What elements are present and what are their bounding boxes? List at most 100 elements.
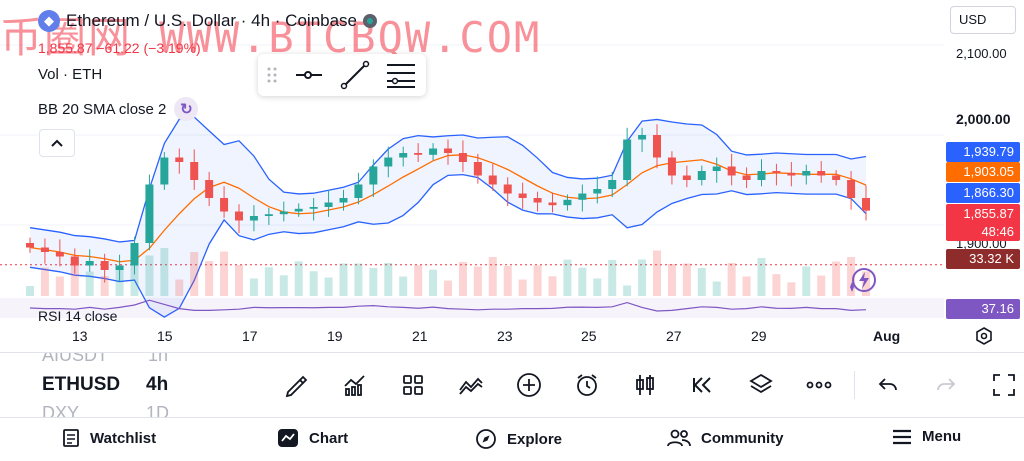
lightning-icon[interactable] [846, 267, 878, 295]
candle-body [369, 166, 378, 185]
undo-icon[interactable] [872, 369, 904, 401]
horizontal-ray-icon[interactable] [286, 54, 332, 96]
volume-bar [563, 259, 572, 296]
fib-levels-icon[interactable] [378, 54, 424, 96]
bb-upper-line [29, 116, 867, 243]
active-symbol[interactable]: ETHUSD [42, 374, 121, 395]
symbol-name: AIUSDT [42, 353, 109, 365]
chart-area[interactable]: 币圈网 WWW.BTCBQW.COM ◆ Ethereum / U.S. Dol… [0, 0, 1024, 352]
nav-community[interactable]: Community [667, 428, 784, 448]
volume-bar [847, 257, 856, 296]
candle-body [100, 261, 109, 270]
candle-body [667, 157, 676, 176]
time-tick: 19 [327, 328, 343, 344]
candle-body [205, 180, 214, 198]
volume-bar [115, 266, 124, 296]
volume-legend[interactable]: Vol · ETH [38, 66, 103, 83]
volume-bar [160, 248, 169, 296]
volume-bar [26, 286, 34, 296]
candle-body [55, 252, 64, 257]
volume-bar [772, 274, 781, 296]
chevron-up-icon [51, 139, 63, 147]
layers-icon[interactable] [745, 369, 777, 401]
volume-bar [339, 263, 348, 296]
volume-bar [294, 261, 303, 296]
alert-icon[interactable] [571, 369, 603, 401]
candle-body [399, 153, 408, 158]
nav-menu[interactable]: Menu [892, 428, 961, 445]
replay-icon[interactable] [687, 369, 719, 401]
nav-explore[interactable]: Explore [475, 428, 562, 450]
interval-item[interactable]: 1D [146, 403, 170, 417]
price-tick: 2,000.00 [956, 111, 1011, 127]
nav-watchlist[interactable]: Watchlist [62, 428, 156, 448]
currency-select[interactable]: USD [950, 6, 1016, 34]
nav-chart[interactable]: Chart [277, 428, 348, 448]
volume-bar [40, 267, 49, 296]
candle-body [772, 171, 781, 173]
toolbar-divider [854, 371, 855, 399]
volume-bar [742, 276, 751, 296]
nav-label: Explore [507, 430, 563, 448]
time-tick: 17 [242, 328, 258, 344]
candle-body [458, 153, 467, 162]
volume-bar [578, 267, 587, 296]
candle-body [473, 162, 482, 176]
price-tick: 2,100.00 [956, 46, 1007, 61]
volume-tag: 33.32 K [946, 249, 1020, 269]
indicators-icon[interactable] [339, 369, 371, 401]
fullscreen-icon[interactable] [988, 369, 1020, 401]
candles-icon[interactable] [629, 369, 661, 401]
time-tick: 21 [412, 328, 428, 344]
symbol-item[interactable]: DXY [42, 403, 80, 417]
volume-bar [593, 278, 602, 296]
time-axis[interactable]: 13 15 17 19 21 23 25 27 29 Aug [0, 322, 1024, 352]
nav-label: Community [701, 429, 784, 447]
bollinger-label: BB 20 SMA close 2 [38, 100, 167, 118]
candle-body [414, 153, 423, 155]
more-icon[interactable] [803, 369, 835, 401]
candle-body [533, 198, 542, 203]
redo-icon[interactable] [930, 369, 962, 401]
volume-bar [279, 275, 288, 296]
bollinger-legend[interactable]: BB 20 SMA close 2 ↻ [38, 97, 199, 121]
chart-toolbar: AIUSDT 1h ETHUSD 4h DXY 1D [0, 352, 1024, 417]
candle-body [339, 198, 348, 203]
candle-body [354, 184, 363, 198]
price-axis[interactable]: 2,100.00 2,000.00 1,900.00 1,939.79 1,90… [944, 0, 1024, 320]
symbol-item[interactable]: AIUSDT [42, 353, 108, 366]
watchlist-icon [63, 429, 79, 447]
candle-body [220, 198, 229, 212]
volume-bar [802, 266, 811, 296]
candle-body [429, 148, 438, 155]
symbol-legend[interactable]: ◆ Ethereum / U.S. Dollar · 4h · Coinbase [38, 10, 378, 32]
candle-body [160, 157, 169, 185]
brush-icon[interactable] [281, 369, 313, 401]
volume-bar [518, 279, 527, 296]
drag-handle-icon[interactable] [258, 54, 286, 96]
nav-label: Chart [309, 429, 349, 447]
volume-bar [533, 265, 542, 296]
candle-body [847, 180, 856, 198]
rsi-legend[interactable]: RSI 14 close [38, 308, 118, 324]
volume-bar [757, 258, 766, 296]
candle-body [130, 243, 139, 266]
candle-body [787, 172, 796, 176]
templates-icon[interactable] [397, 369, 429, 401]
price-chart[interactable] [0, 0, 944, 322]
candle-body [563, 199, 572, 206]
collapse-legend-button[interactable] [39, 129, 75, 157]
add-icon[interactable] [513, 369, 545, 401]
compare-icon[interactable] [455, 369, 487, 401]
candle-body [26, 243, 34, 248]
interval-item[interactable]: 1h [148, 353, 169, 365]
refresh-icon[interactable]: ↻ [174, 97, 199, 121]
trend-line-icon[interactable] [332, 54, 378, 96]
volume-bar [70, 258, 79, 296]
chart-settings-icon[interactable] [974, 326, 994, 351]
volume-bar [145, 255, 154, 296]
active-interval[interactable]: 4h [146, 374, 169, 395]
drawing-toolbar[interactable] [258, 54, 426, 96]
bb-lower-line [29, 173, 867, 318]
symbol-picker[interactable]: AIUSDT 1h ETHUSD 4h DXY 1D [42, 353, 182, 417]
